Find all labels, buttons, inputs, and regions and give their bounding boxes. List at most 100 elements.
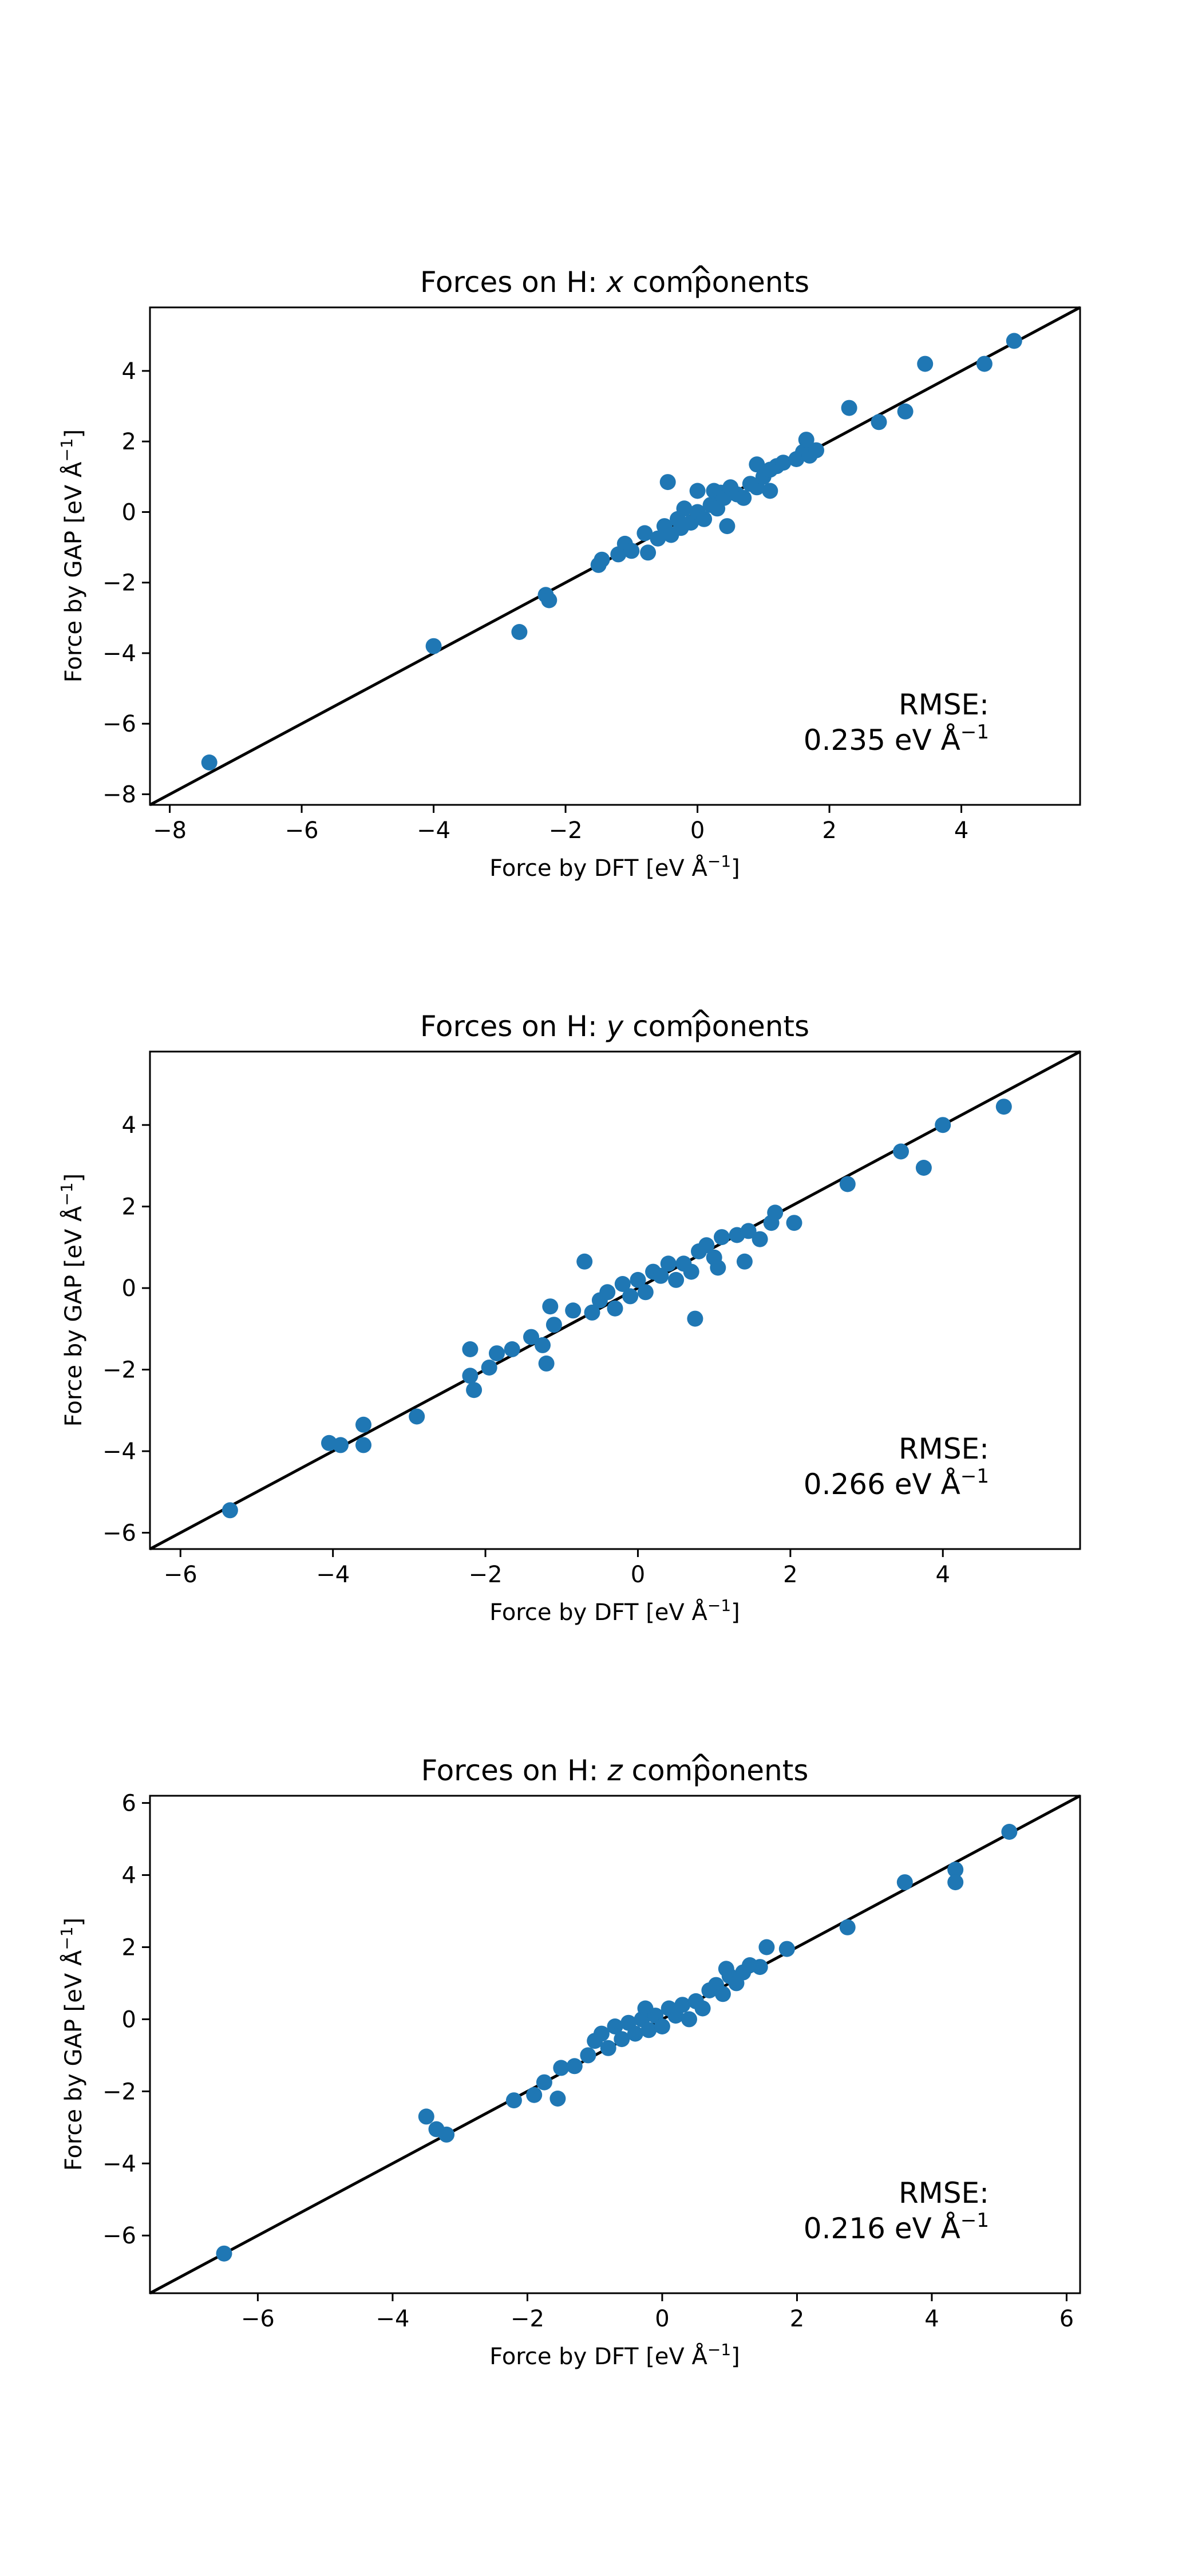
data-point (614, 1276, 631, 1292)
data-point (627, 2025, 643, 2042)
x-tick-label: 2 (822, 817, 836, 844)
data-point (710, 1259, 726, 1276)
scatter-points (216, 1824, 1018, 2262)
rmse-label: RMSE: (899, 688, 989, 721)
x-tick-label: −2 (549, 817, 583, 844)
y-tick-label: −6 (102, 711, 136, 737)
y-tick-label: 4 (122, 1112, 136, 1139)
data-point (549, 2091, 566, 2107)
data-point (736, 1253, 753, 1270)
data-point (839, 1176, 856, 1192)
data-point (622, 1288, 639, 1305)
data-point (689, 483, 706, 499)
data-point (752, 1231, 768, 1247)
data-point (1006, 333, 1022, 349)
x-axis-label: Force by DFT [eV Å−1] (489, 1596, 740, 1626)
x-axis-label: Force by DFT [eV Å−1] (489, 852, 740, 882)
y-axis-label: Force by GAP [eV Å−1] (57, 1174, 87, 1427)
data-point (650, 530, 666, 547)
data-point (935, 1117, 951, 1133)
data-point (976, 355, 993, 372)
x-tick-label: −6 (241, 2306, 275, 2332)
data-point (535, 1337, 551, 1353)
x-ticks: −8 −6 −4 −2 0 2 4 (153, 805, 968, 844)
data-point (1001, 1824, 1018, 1840)
data-point (623, 543, 640, 559)
data-point (511, 624, 528, 640)
y-tick-label: 0 (122, 1275, 136, 1302)
data-point (538, 1355, 555, 1372)
data-point (584, 1304, 600, 1321)
data-point (409, 1408, 425, 1425)
y-tick-label: 4 (122, 1863, 136, 1889)
data-point (201, 754, 218, 771)
data-point (425, 638, 442, 654)
x-tick-label: 0 (631, 1562, 645, 1588)
x-axis-label: Force by DFT [eV Å−1] (489, 2340, 740, 2370)
x-tick-label: 6 (1059, 2306, 1074, 2332)
data-point (594, 551, 610, 568)
data-point (762, 483, 778, 499)
data-point (481, 1360, 497, 1376)
data-point (636, 525, 653, 542)
y-tick-label: −6 (102, 1520, 136, 1547)
data-point (714, 1229, 730, 1246)
y-tick-label: −4 (102, 2151, 136, 2177)
data-point (607, 2018, 623, 2034)
data-point (355, 1416, 371, 1433)
data-point (526, 2087, 543, 2103)
y-ticks: −6 −4 −2 0 2 4 6 (102, 1791, 150, 2249)
data-point (798, 432, 814, 448)
data-point (915, 1160, 932, 1176)
x-tick-label: −4 (417, 817, 450, 844)
data-point (752, 1959, 768, 1976)
data-point (786, 1215, 802, 1231)
chart-title: Forces on H: y components (420, 1010, 809, 1043)
y-tick-label: 2 (122, 429, 136, 455)
y-tick-label: 2 (122, 1934, 136, 1961)
x-tick-label: −4 (316, 1562, 350, 1588)
data-point (947, 1874, 964, 1891)
y-tick-label: −4 (102, 641, 136, 667)
data-point (767, 1204, 784, 1221)
data-point (222, 1502, 238, 1519)
data-point (355, 1437, 371, 1453)
x-tick-label: 0 (655, 2306, 669, 2332)
x-tick-label: 4 (936, 1562, 950, 1588)
data-point (758, 1939, 775, 1955)
rmse-value: 0.235 eV Å−1 (804, 721, 989, 757)
data-point (947, 1862, 964, 1878)
data-point (653, 1267, 669, 1284)
data-point (740, 1223, 757, 1239)
data-point (917, 355, 934, 372)
data-point (687, 1310, 703, 1327)
y-tick-label: −4 (102, 1439, 136, 1465)
data-point (897, 403, 914, 420)
data-point (545, 1317, 562, 1333)
rmse-label: RMSE: (899, 2176, 989, 2210)
data-point (640, 544, 657, 561)
data-point (418, 2108, 434, 2125)
subplot-2: Forces on H: y components ^ −6 −4 −2 0 2 4 −6… (57, 1004, 1081, 1626)
data-point (694, 2000, 711, 2017)
data-point (523, 1329, 539, 1345)
y-ticks: −8 −6 −4 −2 0 2 4 (102, 358, 150, 808)
scatter-points (201, 333, 1022, 771)
data-point (593, 2025, 610, 2042)
data-point (714, 1986, 731, 2002)
data-point (654, 2018, 670, 2034)
data-point (580, 2047, 596, 2064)
data-point (553, 2060, 570, 2076)
plot-frame (149, 306, 1081, 806)
data-point (681, 2011, 697, 2028)
data-point (462, 1368, 479, 1384)
data-point (614, 2031, 630, 2048)
y-ticks: −6 −4 −2 0 2 4 (102, 1112, 150, 1547)
rmse-value: 0.216 eV Å−1 (804, 2209, 989, 2245)
rmse-label: RMSE: (899, 1432, 989, 1465)
plot-frame (149, 1795, 1081, 2294)
chart-title: Forces on H: x components (420, 266, 809, 299)
title-hat: ^ (689, 1004, 713, 1037)
data-point (736, 489, 752, 506)
